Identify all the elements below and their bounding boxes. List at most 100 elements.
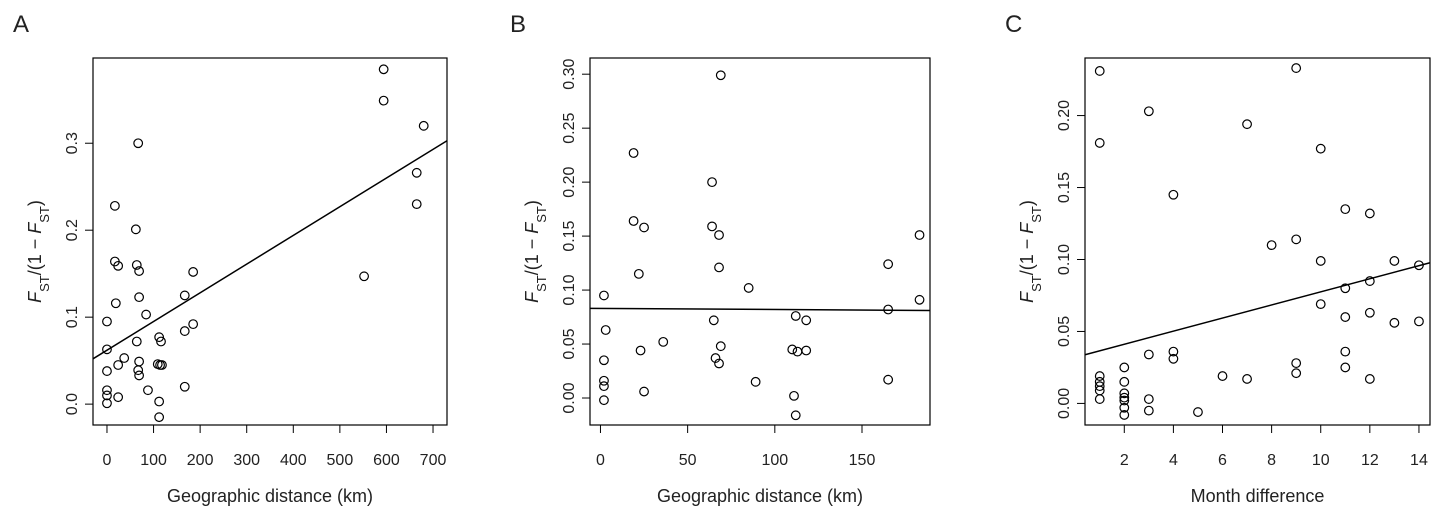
point (714, 230, 724, 240)
y-tick-label: 0.10 (561, 274, 578, 305)
point (134, 292, 145, 303)
point (1168, 346, 1179, 357)
fit-line (92, 140, 448, 360)
x-tick-label: 700 (420, 452, 447, 469)
point (133, 365, 144, 376)
point (113, 260, 124, 271)
panel-letter: B (510, 11, 526, 38)
point (1119, 376, 1130, 387)
y-axis-label: FST/(1 − FST) (25, 200, 52, 303)
y-tick-label: 0.15 (561, 220, 578, 251)
x-tick-label: 2 (1120, 452, 1129, 469)
point (707, 221, 717, 232)
point (188, 319, 199, 330)
y-axis-label-part: /(1 − (522, 234, 542, 276)
x-tick-label: 12 (1361, 452, 1379, 469)
point (1143, 405, 1154, 416)
point (102, 316, 112, 327)
point (1291, 234, 1302, 245)
point (715, 341, 726, 352)
x-tick-label: 200 (187, 452, 214, 469)
point (154, 332, 165, 343)
point (179, 381, 190, 392)
point (378, 64, 389, 75)
y-tick-label: 0.10 (1056, 244, 1073, 275)
y-axis-label-part: ST (37, 275, 52, 292)
plot-frame (589, 57, 931, 426)
y-tick-label: 0.20 (1056, 100, 1073, 131)
y-axis-label-part: ) (1017, 200, 1037, 206)
x-tick-label: 4 (1169, 452, 1178, 469)
fit-line (589, 307, 931, 312)
point (599, 375, 609, 386)
point (154, 412, 165, 423)
y-axis-label-part: F (1017, 222, 1037, 234)
point (411, 167, 422, 178)
point (1364, 307, 1375, 318)
y-axis-label-part: ST (534, 275, 549, 292)
x-tick-label: 600 (373, 452, 400, 469)
point (113, 392, 124, 403)
point (883, 374, 894, 385)
point (133, 138, 144, 149)
point (1315, 299, 1326, 310)
y-axis-label-part: F (25, 291, 45, 303)
point (1119, 392, 1130, 403)
point (715, 70, 726, 81)
y-axis-label-part: ) (522, 200, 542, 206)
y-tick-label: 0.20 (561, 166, 578, 197)
y-tick-label: 0.25 (561, 112, 578, 143)
point (792, 346, 803, 357)
x-tick-label: 0 (103, 452, 112, 469)
x-tick-label: 0 (596, 452, 605, 469)
point (1094, 381, 1105, 392)
point (714, 358, 724, 369)
point (1414, 260, 1424, 271)
point (109, 200, 120, 211)
point (801, 315, 812, 326)
point (1340, 312, 1351, 322)
point (743, 283, 754, 293)
x-axis-label: Month difference (1191, 486, 1325, 506)
point (1266, 240, 1277, 250)
point (179, 290, 190, 301)
y-tick-label: 0.05 (1056, 316, 1073, 347)
point (790, 410, 801, 421)
point (639, 222, 649, 233)
point (1364, 276, 1375, 286)
y-axis-label-part: ST (1029, 206, 1044, 223)
point (378, 95, 389, 106)
y-axis-label-part: ST (534, 206, 549, 223)
point (1291, 368, 1302, 379)
point (599, 381, 609, 392)
point (1340, 346, 1351, 357)
point (1119, 410, 1130, 420)
y-tick-label: 0.00 (561, 382, 578, 413)
y-axis-label-part: F (25, 222, 45, 234)
point (628, 148, 639, 158)
point (1168, 353, 1179, 364)
plot-frame (92, 57, 448, 426)
point (883, 259, 894, 270)
point (1242, 119, 1252, 130)
point (134, 266, 145, 276)
point (131, 260, 142, 270)
y-tick-label: 0.2 (64, 219, 81, 241)
point (102, 390, 112, 401)
point (1168, 189, 1179, 200)
point (1291, 358, 1302, 369)
point (113, 360, 124, 370)
point (883, 304, 894, 315)
x-tick-label: 150 (849, 452, 876, 469)
point (102, 366, 112, 376)
y-tick-label: 0.3 (64, 132, 81, 154)
x-tick-label: 100 (140, 452, 167, 469)
point (914, 294, 925, 305)
y-axis-label-part: /(1 − (25, 234, 45, 276)
point (710, 353, 721, 363)
y-tick-label: 0.1 (64, 306, 81, 328)
x-tick-label: 500 (327, 452, 354, 469)
point (1389, 317, 1400, 328)
point (1143, 106, 1154, 117)
point (714, 262, 724, 273)
